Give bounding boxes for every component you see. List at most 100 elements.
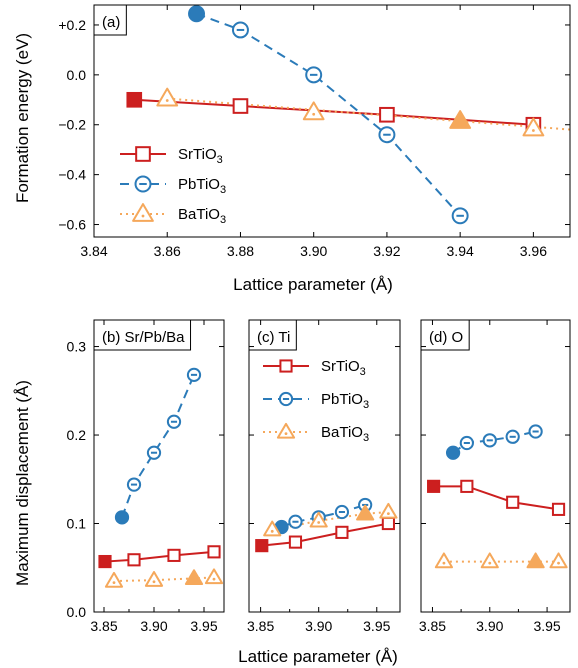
point-SrTiO3 — [381, 516, 395, 531]
x-tick-label: 3.85 — [419, 618, 446, 634]
point-BaTiO3-dot — [270, 529, 274, 533]
y-tick-label: −0.6 — [58, 217, 86, 233]
series-line-PbTiO3 — [196, 12, 461, 217]
plot-frame — [93, 319, 225, 613]
series-line-SrTiO3 — [104, 550, 215, 563]
x-tick-label: 3.85 — [90, 618, 117, 634]
x-tick-label: 3.85 — [247, 618, 274, 634]
x-tick-label: 3.95 — [533, 618, 560, 634]
point-BaTiO3 — [549, 552, 568, 569]
x-tick-label: 3.90 — [305, 618, 332, 634]
panel-label: (c) Ti — [257, 329, 290, 346]
legend-marker-BaTiO3-dot — [284, 432, 288, 436]
point-BaTiO3 — [434, 552, 454, 569]
point-BaTiO3 — [302, 101, 325, 121]
series-line-BaTiO3 — [113, 576, 215, 583]
point-BaTiO3-dot — [442, 561, 446, 565]
x-tick-label: 3.86 — [154, 243, 181, 259]
point-BaTiO3 — [204, 568, 224, 585]
y-tick-label: 0.0 — [67, 604, 87, 620]
point-PbTiO3 — [114, 510, 130, 525]
y-axis-label-top: Formation energy (eV) — [13, 33, 32, 203]
point-BaTiO3-dot — [317, 521, 321, 524]
legend-label-PbTiO3: PbTiO3 — [178, 176, 226, 196]
x-tick-label: 3.94 — [447, 243, 474, 259]
legend-label-BaTiO3: BaTiO3 — [178, 206, 226, 226]
point-SrTiO3 — [335, 525, 349, 539]
plot-frame — [93, 4, 571, 238]
legend-label-PbTiO3: PbTiO3 — [321, 391, 369, 411]
point-BaTiO3-dot — [386, 512, 390, 516]
y-tick-label: −0.4 — [58, 167, 86, 183]
series-group — [433, 430, 559, 563]
series-line-SrTiO3 — [433, 485, 559, 511]
x-tick-label: 3.84 — [80, 243, 107, 259]
plot-frame — [420, 319, 571, 613]
panel-a-formation-energy: 3.84 3.86 3.88 3.90 3.92 3.94 3.96 −0.6 −0.4 −0.2… — [58, 4, 571, 259]
y-tick-label: 0.0 — [67, 67, 87, 83]
point-BaTiO3-dot — [557, 561, 560, 565]
panel-label: (a) — [102, 14, 120, 31]
point-PbTiO3 — [445, 445, 461, 460]
x-tick-label: 3.92 — [373, 243, 400, 259]
legend-label-SrTiO3: SrTiO3 — [321, 358, 366, 378]
panel-label: (b) Sr/Pb/Ba — [102, 329, 185, 346]
point-BaTiO3 — [104, 571, 124, 588]
point-SrTiO3 — [506, 495, 520, 509]
y-tick-label: −0.2 — [58, 117, 86, 133]
x-tick-label: 3.95 — [190, 618, 217, 634]
point-BaTiO3-dot — [488, 561, 492, 565]
point-BaTiO3-dot — [165, 99, 169, 102]
legend-marker-SrTiO3 — [279, 359, 293, 373]
panel-c-displacement-ti: 3.85 3.90 3.95 (c) Ti SrTiO3 PbTiO3 BaTiO3 — [247, 319, 401, 634]
point-BaTiO3 — [522, 117, 545, 137]
series-line-SrTiO3 — [134, 98, 534, 126]
legend-label-SrTiO3: SrTiO3 — [178, 146, 223, 166]
point-BaTiO3 — [144, 571, 164, 587]
point-BaTiO3-dot — [212, 577, 216, 581]
x-tick-label: 3.96 — [520, 243, 547, 259]
point-BaTiO3-dot — [112, 581, 116, 585]
y-tick-label: 0.1 — [67, 516, 87, 532]
panel-d-displacement-o: 3.85 3.90 3.95 (d) O — [419, 319, 571, 634]
point-BaTiO3 — [526, 552, 545, 569]
panel-label-box — [420, 319, 470, 351]
point-SrTiO3 — [207, 545, 221, 559]
x-tick-label: 3.90 — [140, 618, 167, 634]
y-tick-label: 0.2 — [67, 427, 87, 443]
point-SrTiO3 — [98, 554, 112, 569]
panel-label-box — [93, 319, 192, 351]
point-SrTiO3 — [460, 479, 474, 493]
point-SrTiO3 — [379, 106, 395, 123]
panel-label-box — [248, 319, 297, 351]
point-BaTiO3 — [309, 511, 328, 528]
point-SrTiO3 — [551, 502, 566, 516]
point-SrTiO3 — [126, 91, 143, 108]
point-SrTiO3 — [427, 479, 441, 493]
point-BaTiO3-dot — [312, 112, 316, 116]
point-SrTiO3 — [255, 539, 269, 553]
point-SrTiO3 — [127, 553, 141, 567]
legend-marker-BaTiO3 — [132, 203, 154, 222]
series-group — [104, 374, 215, 583]
point-BaTiO3 — [184, 569, 204, 586]
panel-b-displacement-sr-pb-ba: 3.85 3.90 3.95 0.0 0.1 0.2 0.3 (b) Sr/Pb/Ba — [67, 319, 225, 634]
point-BaTiO3-dot — [152, 580, 156, 584]
point-PbTiO3 — [188, 5, 206, 23]
legend-marker-BaTiO3 — [276, 422, 296, 439]
point-BaTiO3 — [449, 110, 472, 129]
x-axis-label-bottom: Lattice parameter (Å) — [238, 647, 398, 666]
point-BaTiO3 — [263, 520, 282, 537]
y-tick-label: 0.3 — [67, 339, 87, 355]
series-line-PbTiO3 — [121, 374, 195, 518]
y-tick-label: +0.2 — [58, 17, 86, 33]
point-BaTiO3 — [156, 87, 179, 107]
x-axis-label-top: Lattice parameter (Å) — [233, 275, 393, 294]
x-tick-label: 3.90 — [300, 243, 327, 259]
point-BaTiO3-dot — [531, 129, 535, 132]
point-BaTiO3 — [480, 552, 499, 569]
point-SrTiO3 — [288, 535, 303, 549]
x-tick-label: 3.90 — [476, 618, 503, 634]
point-SrTiO3 — [232, 98, 249, 114]
